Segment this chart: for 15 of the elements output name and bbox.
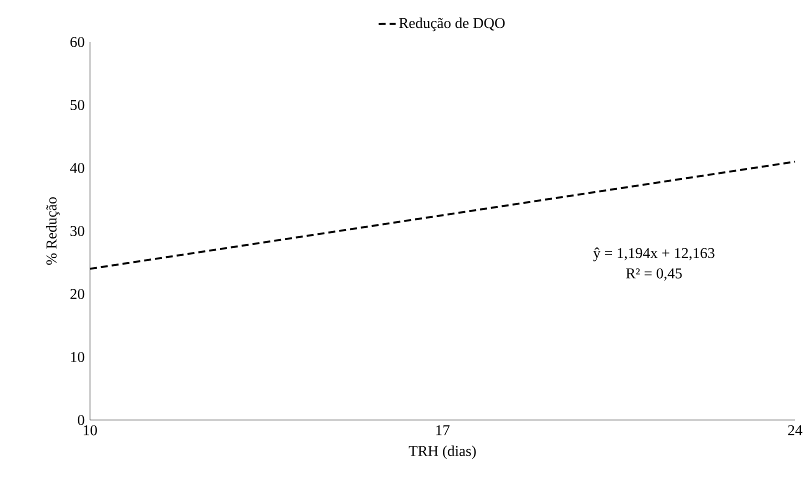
x-tick-label: 24 [788, 425, 802, 436]
y-axis-title: % Redução [46, 197, 60, 265]
legend-label: Redução de DQO [399, 18, 505, 32]
y-tick-label: 50 [70, 100, 84, 110]
y-tick-label: 0 [78, 414, 84, 426]
x-tick-label: 10 [84, 425, 97, 436]
x-tick-label: 17 [436, 425, 450, 436]
annotation: R² = 0,45 [626, 268, 682, 281]
y-tick-label: 20 [70, 288, 84, 300]
x-axis-title: TRH (dias) [408, 446, 476, 460]
y-tick-label: 10 [71, 352, 84, 362]
y-tick-label: 40 [70, 162, 84, 174]
y-tick-label: 60 [70, 36, 84, 48]
y-tick-label: 30 [70, 226, 84, 236]
annotation: ŷ = 1,194x + 12,163 [593, 248, 714, 262]
